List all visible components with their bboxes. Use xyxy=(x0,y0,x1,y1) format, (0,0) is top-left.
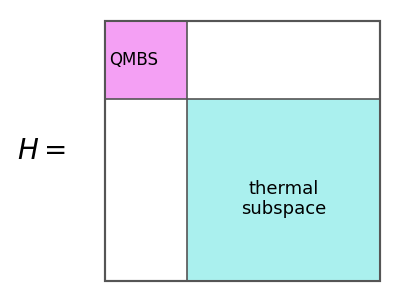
Bar xyxy=(105,21,187,99)
Bar xyxy=(105,21,380,281)
Text: thermal
subspace: thermal subspace xyxy=(241,180,326,218)
Bar xyxy=(105,21,380,281)
Text: $H =$: $H =$ xyxy=(17,137,65,165)
Text: QMBS: QMBS xyxy=(109,51,158,69)
Bar xyxy=(187,99,380,281)
